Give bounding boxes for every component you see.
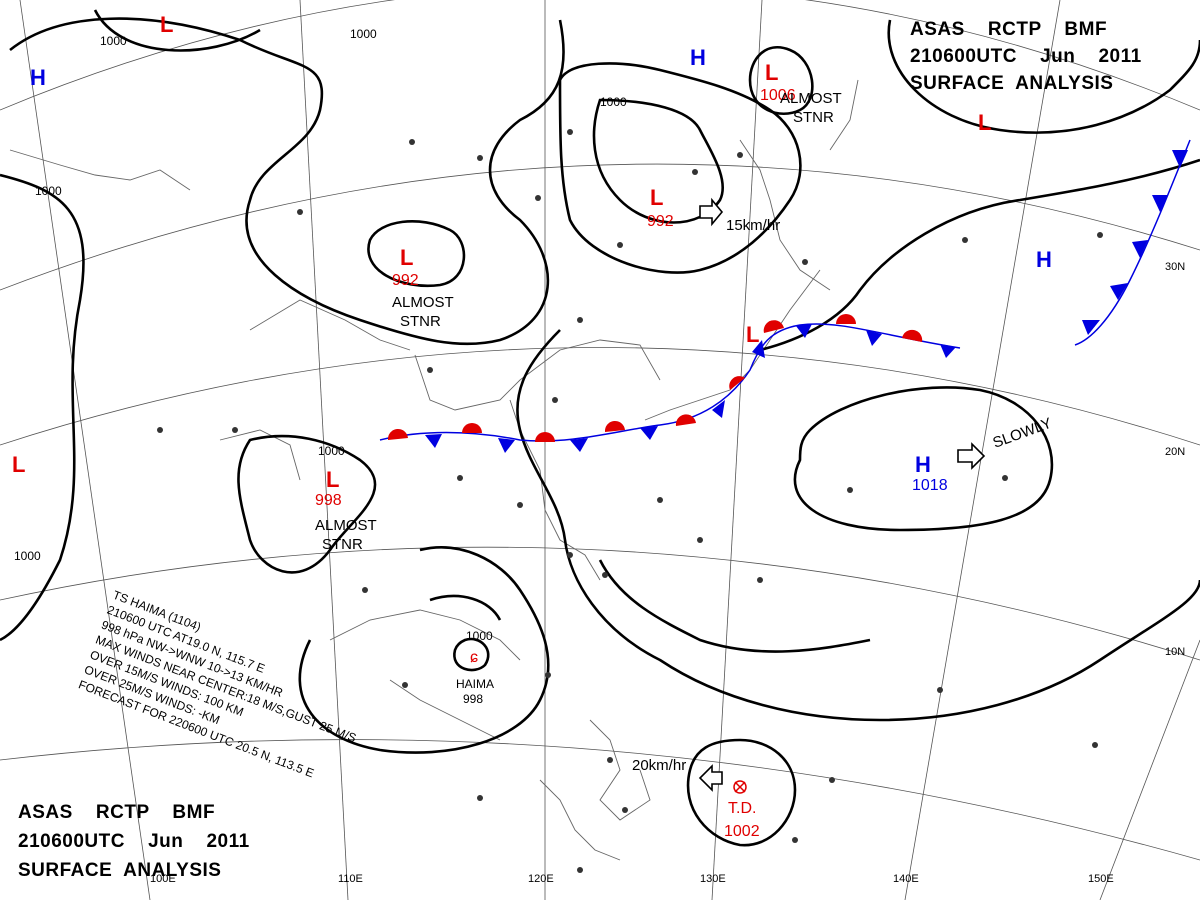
lat-label-10n: 10N [1165, 646, 1185, 658]
motion-arrow-icon [957, 442, 986, 470]
low-center-front: L [746, 322, 759, 347]
tropical-systems: ɕ HAIMA 998 T.D. 1002 [456, 649, 760, 840]
footer-title: ASAS RCTP BMF [18, 802, 215, 823]
almost-stnr-tibet-1: ALMOST [315, 517, 377, 534]
td-center-icon [733, 780, 747, 794]
isobar-label: 1000 [100, 34, 127, 48]
front-symbols [387, 150, 1188, 453]
motion-speed-td: 20km/hr [632, 757, 686, 774]
footer-subtitle: SURFACE ANALYSIS [18, 860, 221, 881]
high-center-pacific-ne: H [1036, 247, 1052, 272]
header-bottom: ASAS RCTP BMF 210600UTC Jun 2011 SURFACE… [18, 802, 250, 881]
header-datetime: 210600UTC Jun 2011 [910, 46, 1142, 67]
low-center-top-left: L [160, 12, 173, 37]
typhoon-symbol-icon: ɕ [470, 649, 478, 666]
isobar-label: 1000 [466, 629, 493, 643]
high-pressure-value-pacific: 1018 [912, 477, 948, 494]
lon-label-130e: 130E [700, 873, 726, 885]
footer-datetime: 210600UTC Jun 2011 [18, 831, 250, 852]
header-title: ASAS RCTP BMF [910, 19, 1107, 40]
motion-arrow-icon [699, 197, 724, 227]
almost-stnr-sakhalin-1: ALMOST [780, 90, 842, 107]
haima-label: HAIMA [456, 677, 494, 691]
isobar-label: 1000 [350, 27, 377, 41]
high-center-ne-china: H [690, 45, 706, 70]
isobar-label: 1000 [35, 184, 62, 198]
low-center-sakhalin: L [765, 60, 778, 85]
high-center-nw: H [30, 65, 46, 90]
low-center-tibet: L [326, 467, 339, 492]
grid-labels: 100E 110E 120E 130E 140E 150E 30N 20N 10… [150, 261, 1185, 885]
low-center-west: L [12, 452, 25, 477]
isobar-label: 1000 [600, 95, 627, 109]
motion-arrows [698, 197, 986, 792]
low-center-mongolia: L [400, 245, 413, 270]
td-pressure: 1002 [724, 823, 760, 840]
front-line [379, 139, 1191, 442]
isobar-labels: 1000 1000 1000 1000 1000 1000 1000 [14, 27, 627, 643]
lon-label-100e: 100E [150, 873, 176, 885]
lon-label-140e: 140E [893, 873, 919, 885]
lon-label-110e: 110E [338, 873, 363, 885]
low-pressure-value-sakhalin: 1006 [760, 87, 796, 104]
motion-arrow-icon [698, 764, 723, 792]
motion-speed-manchuria: 15km/hr [726, 217, 780, 234]
coastlines [9, 79, 859, 861]
pressure-systems: L L 992 L 992 L 1006 L L L 998 L H H H H… [12, 12, 1052, 509]
almost-stnr-tibet-2: STNR [322, 536, 363, 553]
header-top: ASAS RCTP BMF 210600UTC Jun 2011 SURFACE… [910, 19, 1142, 94]
annotations: ALMOST STNR ALMOST STNR ALMOST STNR 15km… [315, 90, 1054, 774]
lon-label-150e: 150E [1088, 873, 1114, 885]
low-pressure-value-mongolia: 992 [392, 272, 419, 289]
low-center-manchuria: L [650, 185, 663, 210]
lat-label-20n: 20N [1165, 446, 1185, 458]
almost-stnr-sakhalin-2: STNR [793, 109, 834, 126]
almost-stnr-mongolia-2: STNR [400, 313, 441, 330]
slowly-label: SLOWLY [991, 415, 1055, 452]
storm-info-block: TS HAIMA (1104) 210600 UTC AT19.0 N, 115… [77, 588, 359, 781]
almost-stnr-mongolia-1: ALMOST [392, 294, 454, 311]
isobar-label: 1000 [318, 444, 345, 458]
lat-label-30n: 30N [1165, 261, 1185, 273]
isobar-label: 1000 [14, 549, 41, 563]
lon-label-120e: 120E [528, 873, 554, 885]
station-plots [157, 129, 1103, 873]
header-subtitle: SURFACE ANALYSIS [910, 73, 1113, 94]
haima-pressure: 998 [463, 692, 483, 706]
high-center-pacific: H [915, 452, 931, 477]
low-pressure-value-manchuria: 992 [647, 213, 674, 230]
td-label: T.D. [728, 800, 756, 817]
low-center-okhotsk: L [978, 110, 991, 135]
low-pressure-value-tibet: 998 [315, 492, 342, 509]
